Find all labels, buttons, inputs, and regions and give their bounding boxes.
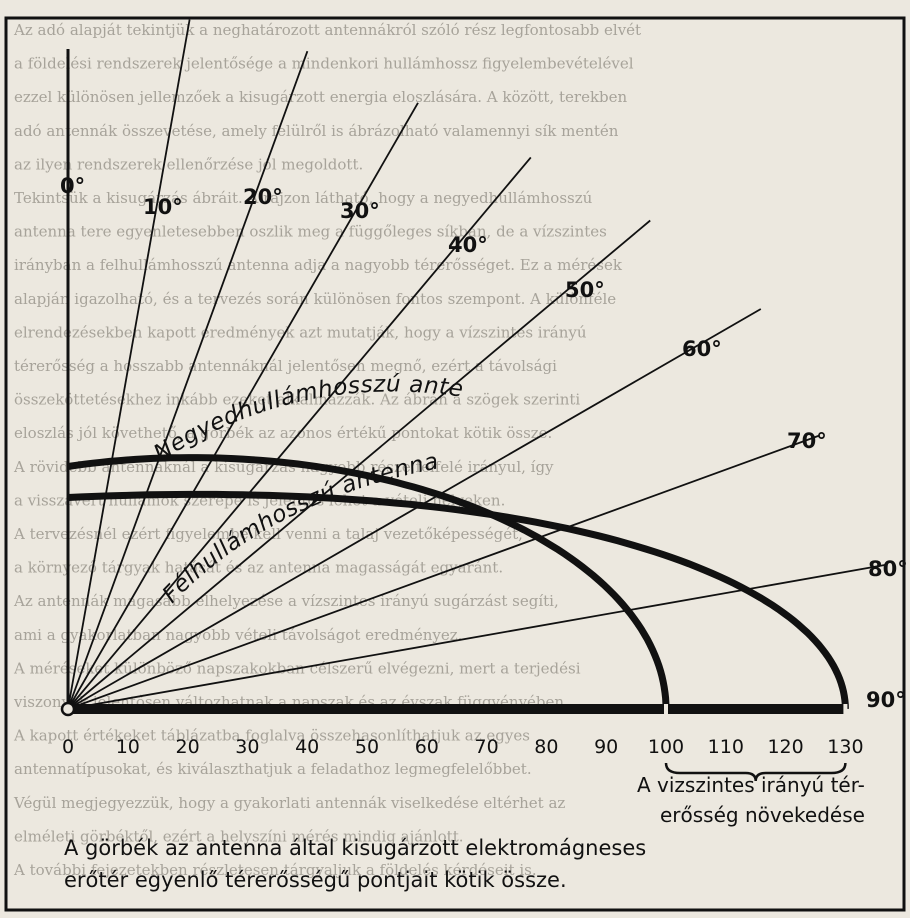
axis-tick-label: 100 (648, 736, 684, 758)
axis-tick-label: 80 (534, 736, 558, 758)
growth-brace (664, 762, 847, 782)
angle-label: 30° (340, 199, 380, 223)
axis-tick-label: 30 (235, 736, 259, 758)
origin-point (60, 701, 76, 717)
background-text-line: antennatípusokat, és kiválaszthatjuk a f… (14, 760, 532, 778)
quarter-wave-curve (67, 454, 670, 710)
background-text-line: Az adó alapját tekintjük a neghatározott… (13, 21, 641, 39)
half-wave-curve (67, 490, 849, 710)
angle-ray (67, 219, 651, 710)
axis-tick-label: 90 (594, 736, 618, 758)
angle-label: 20° (243, 185, 283, 209)
axis-tick-label: 110 (708, 736, 744, 758)
angle-ray (67, 50, 309, 710)
background-text-line: eloszlás jól követhető, a görbék az azon… (14, 424, 552, 442)
angle-label: 0° (60, 174, 85, 198)
background-text-line: a földelési rendszerek jelentősége a min… (14, 55, 634, 73)
angle-label: 60° (682, 337, 722, 361)
angle-label: 40° (448, 233, 488, 257)
background-text-line: A tervezésnél ezért figyelembe kell venn… (13, 525, 523, 543)
background-text-line: irányban a felhullámhosszú antenna adja … (14, 256, 623, 274)
background-text-line: alapján igazolható, és a tervezés során … (14, 290, 616, 308)
angle-label: 70° (787, 429, 827, 453)
background-text-line: ezzel különösen jellemzőek a kisugárzott… (14, 88, 628, 106)
angle-labels: 0° 10° 20° 30° 40° 50° 60° 70° 80° 90° (60, 174, 908, 712)
background-text-line: A további fejezetekben részletesen tárgy… (13, 861, 537, 879)
axis-tick-label: 50 (355, 736, 379, 758)
angle-label: 80° (868, 557, 908, 581)
background-text-line: az ilyen rendszerek ellenőrzése jól mego… (14, 155, 363, 173)
axis-tick-label: 10 (116, 736, 140, 758)
angle-label: 10° (143, 195, 183, 219)
annotation-line-1: A vizszintes irányú tér- (637, 773, 865, 797)
angle-ray (67, 156, 532, 710)
axis-tick-label: 20 (176, 736, 200, 758)
background-text-line: A rövidebb antennáknál a kisugárzás nagy… (13, 458, 554, 476)
background-text-line: Az antennák magasabb elhelyezése a vízsz… (13, 592, 559, 610)
axis-tick-label: 40 (295, 736, 319, 758)
angle-ray (67, 308, 762, 710)
background-text-line: Tekintsük a kisugárzás ábráit. A rajzon … (14, 189, 593, 207)
background-text-line: antenna tere egyenletesebben oszlik meg … (14, 223, 607, 241)
background-text-line: A kapott értékeket táblázatba foglalva ö… (13, 727, 530, 745)
background-text-line: adó antennák összevetése, amely felülről… (14, 122, 619, 140)
background-text-line: elméleti görbéktől, ezért a helyszíni mé… (14, 827, 464, 845)
annotation-line-2: erősség növekedése (660, 803, 865, 827)
axis-gap (664, 704, 668, 714)
horizontal-axis (68, 704, 848, 714)
caption-line-1: A görbék az antenna által kisugárzott el… (64, 836, 646, 860)
caption-line-2: erőtér egyenlő térerősségű pontjait köti… (64, 868, 567, 892)
axis-tick-labels: 0 10 20 30 40 50 60 70 80 90 100 110 120 130 (62, 736, 864, 758)
angle-label: 50° (565, 278, 605, 302)
figure-frame (4, 16, 906, 912)
angle-label: 90° (866, 688, 906, 712)
angle-ray (67, 434, 821, 710)
angle-ray (67, 102, 419, 710)
background-text-line: Végül megjegyezzük, hogy a gyakorlati an… (13, 794, 565, 812)
background-text-line: a környező tárgyak hatását és az antenna… (14, 559, 503, 577)
axis-tick-label: 120 (767, 736, 803, 758)
axis-tick-label: 130 (827, 736, 863, 758)
axis-tick-label: 0 (62, 736, 74, 758)
axis-tick-label: 70 (475, 736, 499, 758)
axis-bar (68, 704, 846, 714)
axis-tick-label: 60 (415, 736, 439, 758)
angle-ray (67, 19, 191, 710)
background-text-line: térerősség a hosszabb antennáknál jelent… (14, 357, 557, 375)
background-text-line: elrendezésekben kapott eredmények azt mu… (14, 323, 587, 341)
background-text: Az adó alapját tekintjük a neghatározott… (13, 21, 641, 879)
axis-gap (843, 704, 848, 714)
background-text-line: összeköttetésekhez inkább ezeket alkalma… (14, 391, 580, 409)
